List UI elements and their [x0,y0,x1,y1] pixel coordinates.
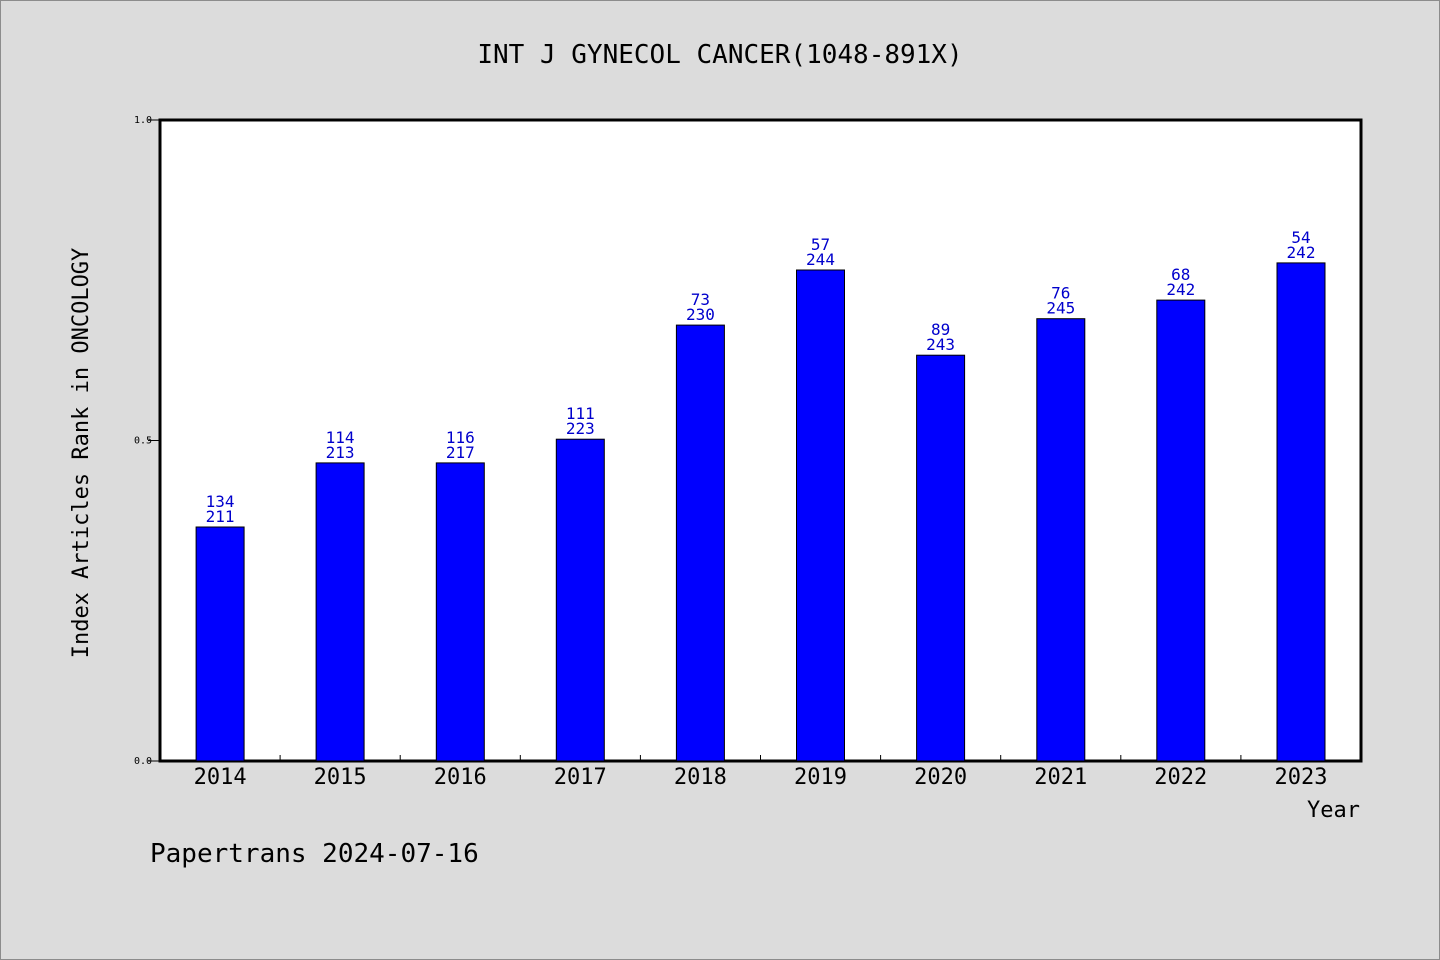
bars-layer [195,262,1326,762]
x-tick-label-2020: 2020 [914,765,967,790]
bar-rank-label-2020: 89 [931,320,950,339]
bar-rank-label-2014: 134 [206,492,235,511]
x-tick-label-2016: 2016 [434,765,487,790]
bar-rank-label-2023: 54 [1291,228,1310,247]
x-tick-label-2022: 2022 [1154,765,1207,790]
bar-rank-label-2016: 116 [446,428,475,447]
y-tick-label-0.5: 0.5 [134,436,152,447]
x-tick-label-2019: 2019 [794,765,847,790]
bar-total-label-2023: 242 [1287,243,1316,262]
x-tick-label-2021: 2021 [1034,765,1087,790]
bar-total-label-2015: 213 [326,443,355,462]
bar-2021 [1036,318,1086,762]
bar-2017 [555,438,605,762]
chart-title: INT J GYNECOL CANCER(1048-891X) [477,40,962,70]
x-tick-label-2015: 2015 [314,765,367,790]
bar-total-label-2017: 223 [566,419,595,438]
bar-total-label-2019: 244 [806,250,835,269]
x-tick-label-2014: 2014 [194,765,247,790]
bar-rank-label-2019: 57 [811,235,830,254]
bar-rank-label-2018: 73 [691,290,710,309]
bar-rank-label-2017: 111 [566,404,595,423]
y-tick-label-1.0: 1.0 [134,115,152,126]
x-axis-title: Year [1307,798,1360,823]
bar-total-label-2022: 242 [1166,280,1195,299]
bar-total-label-2020: 243 [926,335,955,354]
bar-2023 [1276,262,1326,762]
bar-2014 [195,526,245,762]
bar-2019 [796,269,845,762]
x-tick-label-2018: 2018 [674,765,727,790]
y-axis-title: Index Articles Rank in ONCOLOGY [69,248,94,659]
x-tick-label-2023: 2023 [1275,765,1328,790]
bar-2022 [1156,299,1206,762]
bar-rank-label-2022: 68 [1171,265,1190,284]
y-axis-ticks: 0.0 0.5 1.0 [134,115,160,767]
bar-rank-label-2021: 76 [1051,284,1070,303]
bar-2016 [435,462,485,762]
x-tick-label-2017: 2017 [554,765,607,790]
bar-total-label-2016: 217 [446,443,475,462]
bar-total-label-2014: 211 [206,507,235,526]
y-tick-label-0.0: 0.0 [134,756,152,767]
x-axis-ticks: 2014 2015 2016 2017 2018 2019 2020 2021 2022 2023 [194,755,1328,790]
bar-2015 [315,462,365,762]
bar-rank-label-2015: 114 [326,428,355,447]
bar-total-label-2021: 245 [1046,299,1075,318]
bar-total-label-2018: 230 [686,305,715,324]
bar-2018 [675,324,725,762]
footer-credit: Papertrans 2024-07-16 [150,839,479,869]
bar-2020 [916,354,966,762]
